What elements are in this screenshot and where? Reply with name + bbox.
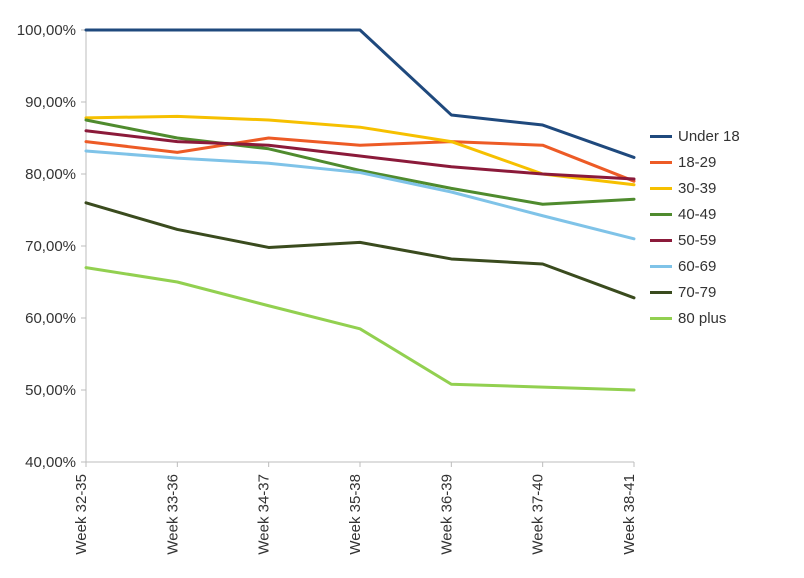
- legend-label: 50-59: [678, 232, 716, 249]
- x-tick-label: Week 36-39: [438, 474, 455, 555]
- legend-label: 40-49: [678, 206, 716, 223]
- legend-swatch: [650, 135, 672, 138]
- x-tick-label: Week 33-36: [164, 474, 181, 555]
- x-tick-label: Week 38-41: [621, 474, 638, 555]
- legend-swatch: [650, 213, 672, 216]
- chart-container: 40,00% 50,00% 60,00% 70,00% 80,00% 90,00% 100,…: [0, 0, 804, 578]
- legend-swatch: [650, 265, 672, 268]
- x-tick-label: Week 34-37: [256, 474, 273, 555]
- legend-swatch: [650, 291, 672, 294]
- legend-label: 18-29: [678, 154, 716, 171]
- y-tick-label: 90,00%: [25, 94, 76, 111]
- legend-label: 80 plus: [678, 310, 726, 327]
- series-line: [86, 120, 634, 204]
- legend-label: 30-39: [678, 180, 716, 197]
- legend-item: 40-49: [650, 206, 740, 223]
- legend-item: 30-39: [650, 180, 740, 197]
- legend-swatch: [650, 239, 672, 242]
- x-tick-label: Week 37-40: [530, 474, 547, 555]
- x-tick-label: Week 32-35: [73, 474, 90, 555]
- y-tick-label: 100,00%: [17, 22, 76, 39]
- y-tick-label: 70,00%: [25, 238, 76, 255]
- legend-label: Under 18: [678, 128, 740, 145]
- legend-item: 70-79: [650, 284, 740, 301]
- legend-swatch: [650, 161, 672, 164]
- legend-swatch: [650, 187, 672, 190]
- legend-label: 70-79: [678, 284, 716, 301]
- legend-item: Under 18: [650, 128, 740, 145]
- y-tick-label: 50,00%: [25, 382, 76, 399]
- legend-item: 18-29: [650, 154, 740, 171]
- y-tick-label: 80,00%: [25, 166, 76, 183]
- y-tick-label: 60,00%: [25, 310, 76, 327]
- y-tick-label: 40,00%: [25, 454, 76, 471]
- x-tick-label: Week 35-38: [347, 474, 364, 555]
- legend-item: 80 plus: [650, 310, 740, 327]
- series-line: [86, 30, 634, 157]
- legend-item: 50-59: [650, 232, 740, 249]
- legend-item: 60-69: [650, 258, 740, 275]
- legend-label: 60-69: [678, 258, 716, 275]
- legend: Under 18 18-29 30-39 40-49 50-59 60-69 70-79 80…: [650, 128, 740, 336]
- series-line: [86, 268, 634, 390]
- legend-swatch: [650, 317, 672, 320]
